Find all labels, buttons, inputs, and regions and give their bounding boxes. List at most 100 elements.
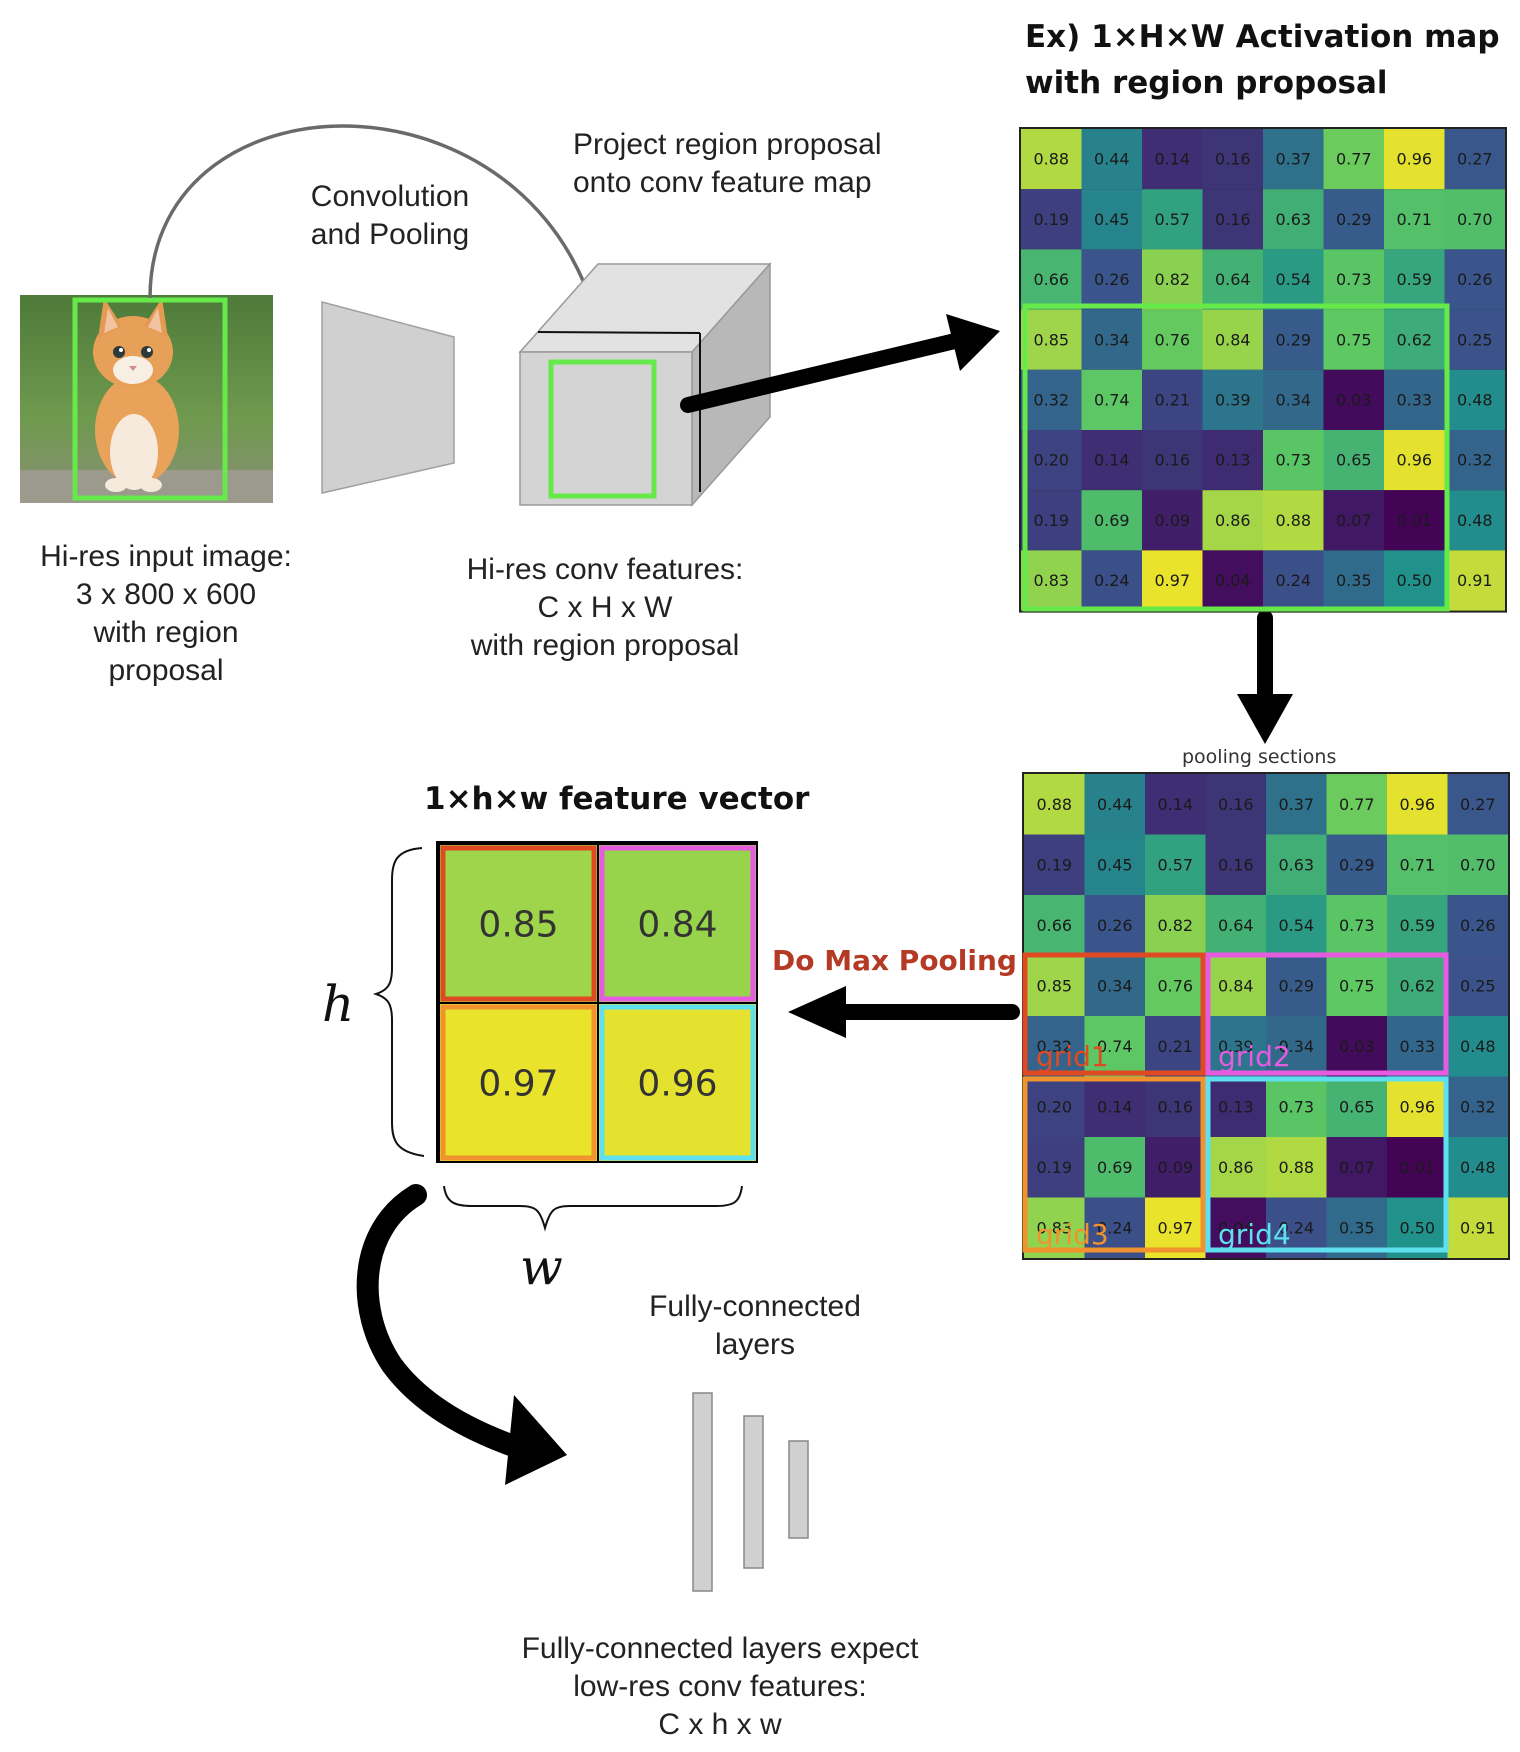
heatmap-cell-value: 0.74 bbox=[1097, 1037, 1133, 1056]
heatmap-cell bbox=[1384, 309, 1445, 370]
pooling-sections-title: pooling sections bbox=[1182, 746, 1337, 768]
heatmap-cell bbox=[1142, 430, 1203, 491]
heatmap-cell-value: 0.14 bbox=[1097, 1097, 1133, 1116]
heatmap-cell bbox=[1326, 895, 1387, 956]
heatmap-cell bbox=[1444, 249, 1505, 310]
heatmap-cell-value: 0.16 bbox=[1218, 795, 1254, 814]
heatmap-cell-value: 0.57 bbox=[1154, 210, 1190, 229]
heatmap-cell bbox=[1447, 834, 1508, 895]
heatmap-cell-value: 0.26 bbox=[1457, 270, 1493, 289]
heatmap-cell-value: 0.19 bbox=[1036, 855, 1072, 874]
heatmap-cell-value: 0.19 bbox=[1036, 1158, 1072, 1177]
conv-label: Convolution and Pooling bbox=[310, 180, 470, 251]
project-label: Project region proposal onto conv featur… bbox=[573, 128, 882, 199]
heatmap-cell-value: 0.16 bbox=[1215, 210, 1251, 229]
projected-region-box bbox=[548, 359, 657, 499]
heatmap-cell-value: 0.32 bbox=[1036, 1037, 1072, 1056]
heatmap-cell-value: 0.21 bbox=[1154, 391, 1190, 410]
heatmap-cell-value: 0.59 bbox=[1399, 916, 1435, 935]
heatmap-cell-value: 0.66 bbox=[1033, 270, 1069, 289]
heatmap-cell bbox=[1142, 249, 1203, 310]
feature-vector-value: 0.85 bbox=[478, 905, 558, 946]
grid2-outline bbox=[1205, 952, 1449, 1076]
heatmap-cell bbox=[1263, 129, 1324, 190]
heatmap-cell bbox=[1387, 895, 1448, 956]
heatmap-cell-value: 0.32 bbox=[1457, 451, 1493, 470]
heatmap-cell bbox=[1266, 955, 1327, 1016]
heatmap-cell-value: 0.65 bbox=[1339, 1097, 1375, 1116]
heatmap-cell-value: 0.29 bbox=[1339, 855, 1375, 874]
heatmap-cell bbox=[1444, 309, 1505, 370]
heatmap-cell-value: 0.70 bbox=[1460, 855, 1496, 874]
heatmap-cell-value: 0.29 bbox=[1278, 976, 1314, 995]
heatmap-cell-value: 0.24 bbox=[1097, 1218, 1133, 1237]
heatmap-cell bbox=[1084, 1016, 1145, 1077]
grid-label: grid2 bbox=[1218, 1040, 1291, 1073]
heatmap-cell-value: 0.24 bbox=[1278, 1218, 1314, 1237]
w-brace bbox=[443, 1185, 743, 1232]
heatmap-cell-value: 0.48 bbox=[1460, 1037, 1496, 1056]
arrow-to-fc-layers bbox=[356, 1184, 567, 1485]
heatmap-cell-value: 0.50 bbox=[1396, 571, 1432, 590]
grid1-outline bbox=[1022, 952, 1206, 1076]
heatmap-cell bbox=[1081, 490, 1142, 551]
heatmap-cell bbox=[1205, 1137, 1266, 1198]
heatmap-cell bbox=[1387, 1016, 1448, 1077]
arrow-to-activation-map bbox=[680, 314, 1000, 413]
heatmap-cell bbox=[1024, 955, 1085, 1016]
feature-vector-cell-outline bbox=[440, 1004, 597, 1161]
grid-label: grid4 bbox=[1218, 1218, 1291, 1251]
heatmap-cell-value: 0.97 bbox=[1157, 1218, 1193, 1237]
heatmap-cell bbox=[1387, 955, 1448, 1016]
heatmap-cell-value: 0.34 bbox=[1094, 330, 1130, 349]
heatmap-cell bbox=[1024, 1137, 1085, 1198]
heatmap-cell-value: 0.29 bbox=[1336, 210, 1372, 229]
heatmap-cell-value: 0.88 bbox=[1033, 150, 1069, 169]
heatmap-cell bbox=[1081, 550, 1142, 611]
heatmap-cell-value: 0.84 bbox=[1215, 330, 1251, 349]
heatmap-cell-value: 0.01 bbox=[1399, 1158, 1435, 1177]
heatmap-cell-value: 0.26 bbox=[1460, 916, 1496, 935]
heatmap-cell bbox=[1384, 430, 1445, 491]
heatmap-cell-value: 0.84 bbox=[1218, 976, 1254, 995]
heatmap-cell bbox=[1266, 1137, 1327, 1198]
heatmap-cell bbox=[1447, 955, 1508, 1016]
heatmap-cell-value: 0.39 bbox=[1218, 1037, 1254, 1056]
heatmap-cell-value: 0.37 bbox=[1278, 795, 1314, 814]
heatmap-cell-value: 0.09 bbox=[1157, 1158, 1193, 1177]
heatmap-cell-value: 0.13 bbox=[1218, 1097, 1254, 1116]
heatmap-cell bbox=[1145, 834, 1206, 895]
heatmap-cell bbox=[1024, 1076, 1085, 1137]
fc-label: Fully-connected layers bbox=[649, 1290, 861, 1361]
heatmap-cell bbox=[1021, 430, 1082, 491]
heatmap-cell-value: 0.71 bbox=[1399, 855, 1435, 874]
pooling-sections-heatmap: 0.88 0.44 0.14 0.16 0.37 0.77 0.96 0.27 0.19 0.45… bbox=[1022, 772, 1510, 1260]
heatmap-cell bbox=[1145, 1076, 1206, 1137]
feature-vector-cell-outline bbox=[599, 845, 756, 1002]
grid-labels: grid1 grid2 grid3 grid4 bbox=[1036, 1040, 1291, 1251]
heatmap-cell bbox=[1447, 895, 1508, 956]
heatmap-cell bbox=[1024, 1016, 1085, 1077]
heatmap-cell-value: 0.62 bbox=[1399, 976, 1435, 995]
heatmap-cell-value: 0.63 bbox=[1275, 210, 1311, 229]
heatmap-cell bbox=[1021, 129, 1082, 190]
heatmap-cell-value: 0.20 bbox=[1033, 451, 1069, 470]
heatmap-cell bbox=[1323, 490, 1384, 551]
heatmap-cell bbox=[1142, 369, 1203, 430]
heatmap-cell bbox=[1384, 249, 1445, 310]
heatmap-cell-value: 0.19 bbox=[1033, 210, 1069, 229]
heatmap-cell-value: 0.86 bbox=[1215, 511, 1251, 530]
activation-region-outline bbox=[1022, 303, 1450, 612]
heatmap-cell bbox=[1145, 1016, 1206, 1077]
fc-caption: Fully-connected layers expect low-res co… bbox=[521, 1632, 919, 1741]
heatmap-cell-value: 0.13 bbox=[1215, 451, 1251, 470]
heatmap-cell bbox=[1081, 189, 1142, 250]
heatmap-cell-value: 0.04 bbox=[1215, 571, 1251, 590]
heatmap-cell-value: 0.35 bbox=[1336, 571, 1372, 590]
heatmap-cell-value: 0.07 bbox=[1336, 511, 1372, 530]
heatmap-cell-value: 0.20 bbox=[1036, 1097, 1072, 1116]
heatmap-cell-value: 0.24 bbox=[1094, 571, 1130, 590]
heatmap-cell bbox=[1384, 490, 1445, 551]
heatmap-cell-value: 0.96 bbox=[1396, 150, 1432, 169]
heatmap-cell bbox=[1084, 834, 1145, 895]
